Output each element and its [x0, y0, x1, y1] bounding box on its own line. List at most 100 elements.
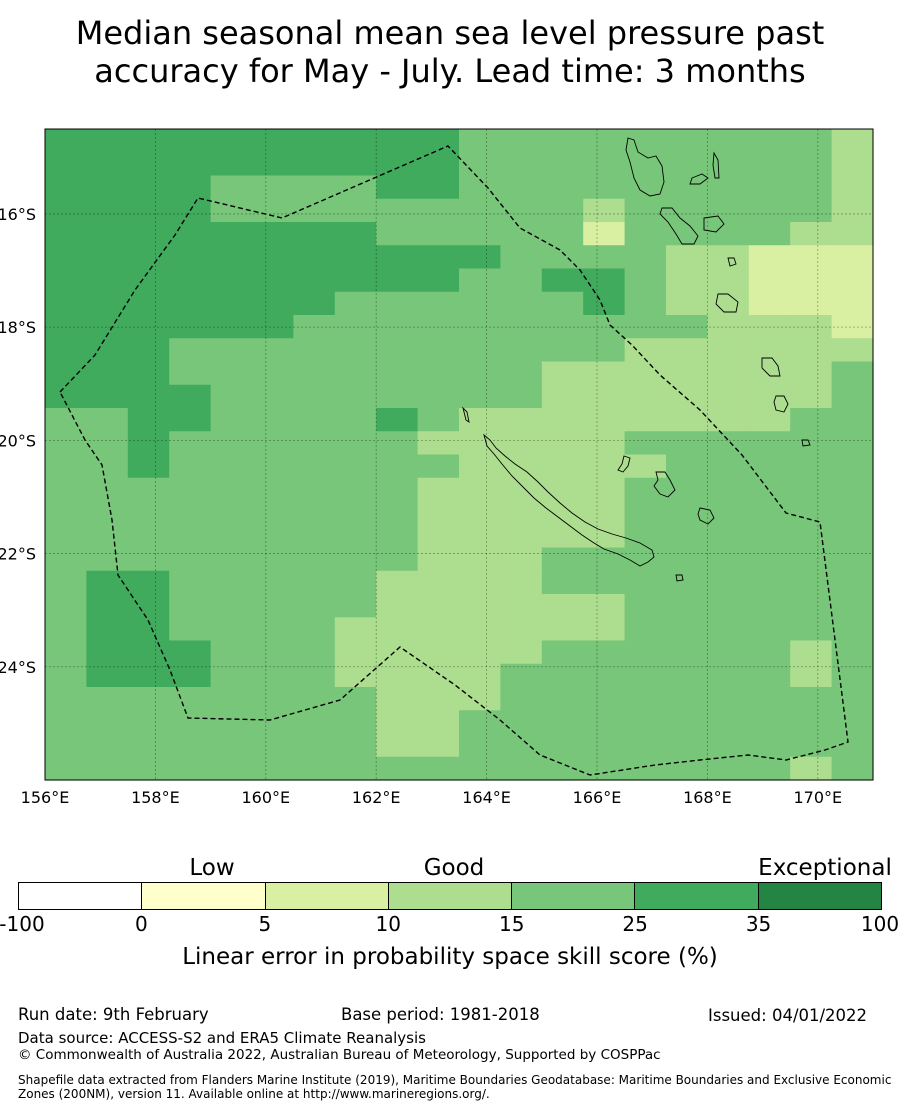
skill-cell: [45, 431, 87, 456]
skill-cell: [624, 245, 667, 270]
skill-cell: [127, 733, 170, 758]
skill-cell: [831, 687, 874, 711]
colorbar-category-exceptional: Exceptional: [758, 855, 892, 881]
skill-cell: [748, 338, 791, 363]
skill-cell: [252, 524, 294, 549]
skill-cell: [831, 454, 874, 479]
skill-cell: [417, 501, 460, 525]
skill-cell: [459, 756, 501, 781]
skill-cell: [376, 687, 419, 711]
skill-cell: [583, 501, 626, 525]
skill-cell: [459, 594, 501, 618]
skill-cell: [86, 152, 129, 177]
skill-cell: [624, 361, 667, 386]
skill-cell: [252, 431, 294, 456]
skill-cell: [45, 454, 87, 479]
skill-cell: [45, 570, 87, 595]
skill-cell: [376, 524, 419, 549]
skill-cell: [127, 756, 170, 781]
skill-cell: [831, 408, 874, 432]
skill-cell: [624, 524, 667, 549]
skill-cell: [210, 524, 253, 549]
skill-cell: [334, 175, 377, 200]
lat-tick-label: 18°S: [0, 318, 36, 337]
skill-cell: [334, 431, 377, 456]
skill-cell: [252, 268, 294, 293]
skill-cell: [707, 594, 750, 618]
skill-cell: [127, 477, 170, 502]
skill-cell: [541, 408, 584, 432]
skill-cell: [376, 338, 419, 363]
skill-cell: [831, 710, 874, 735]
skill-cell: [86, 594, 129, 618]
skill-cell: [417, 361, 460, 386]
skill-cell: [86, 710, 129, 735]
skill-cell: [334, 245, 377, 270]
skill-cell: [86, 547, 129, 572]
skill-cell: [541, 315, 584, 339]
colorbar-category-good: Good: [423, 855, 485, 881]
skill-cell: [707, 245, 750, 270]
skill-cell: [417, 477, 460, 502]
skill-cell: [541, 570, 584, 595]
skill-cell: [293, 431, 336, 456]
skill-cell: [376, 222, 419, 246]
skill-cell: [541, 663, 584, 688]
skill-cell: [252, 687, 294, 711]
skill-cell: [376, 291, 419, 316]
skill-cell: [376, 408, 419, 432]
skill-cell: [86, 245, 129, 270]
skill-cell: [666, 733, 708, 758]
skill-cell: [666, 408, 708, 432]
skill-cell: [624, 594, 667, 618]
skill-cell: [293, 733, 336, 758]
skill-cell: [459, 384, 501, 409]
skill-cell: [790, 431, 833, 456]
vanuatu-erromango: [761, 357, 781, 377]
skill-cell: [790, 315, 833, 339]
skill-cell: [169, 501, 212, 525]
skill-cell: [127, 222, 170, 246]
skill-cell: [86, 570, 129, 595]
skill-cell: [790, 594, 833, 618]
skill-cell: [86, 361, 129, 386]
skill-cell: [169, 431, 212, 456]
skill-cell: [252, 291, 294, 316]
skill-cell: [45, 687, 87, 711]
skill-cell: [707, 198, 750, 223]
loyalty-island-3: [697, 507, 715, 525]
skill-cell: [831, 152, 874, 177]
skill-cell: [624, 222, 667, 246]
skill-cell: [86, 733, 129, 758]
skill-cell: [666, 245, 708, 270]
skill-cell: [790, 570, 833, 595]
shapefile-credit: Shapefile data extracted from Flanders M…: [18, 1073, 892, 1101]
run-date: Run date: 9th February: [18, 1005, 209, 1024]
vanuatu-epi: [727, 257, 737, 267]
skill-cell: [86, 501, 129, 525]
skill-cell: [86, 454, 129, 479]
lon-tick-label: 162°E: [352, 788, 401, 807]
skill-cell: [500, 477, 543, 502]
skill-cell: [707, 152, 750, 177]
skill-cell: [624, 268, 667, 293]
skill-cell: [210, 338, 253, 363]
skill-cell: [293, 175, 336, 200]
skill-cell: [417, 431, 460, 456]
lat-tick-label: 24°S: [0, 658, 36, 677]
skill-cell: [583, 756, 626, 781]
skill-cell: [252, 501, 294, 525]
skill-cell: [376, 547, 419, 572]
skill-cell: [541, 710, 584, 735]
colorbar-tick-label: 25: [622, 912, 648, 936]
skill-cell: [293, 663, 336, 688]
skill-cell: [624, 175, 667, 200]
skill-cell: [127, 291, 170, 316]
skill-cell: [831, 384, 874, 409]
skill-cell: [500, 175, 543, 200]
skill-cell: [169, 640, 212, 665]
skill-cell: [707, 687, 750, 711]
skill-cell: [666, 663, 708, 688]
skill-cell: [707, 175, 750, 200]
skill-cell: [831, 338, 874, 363]
